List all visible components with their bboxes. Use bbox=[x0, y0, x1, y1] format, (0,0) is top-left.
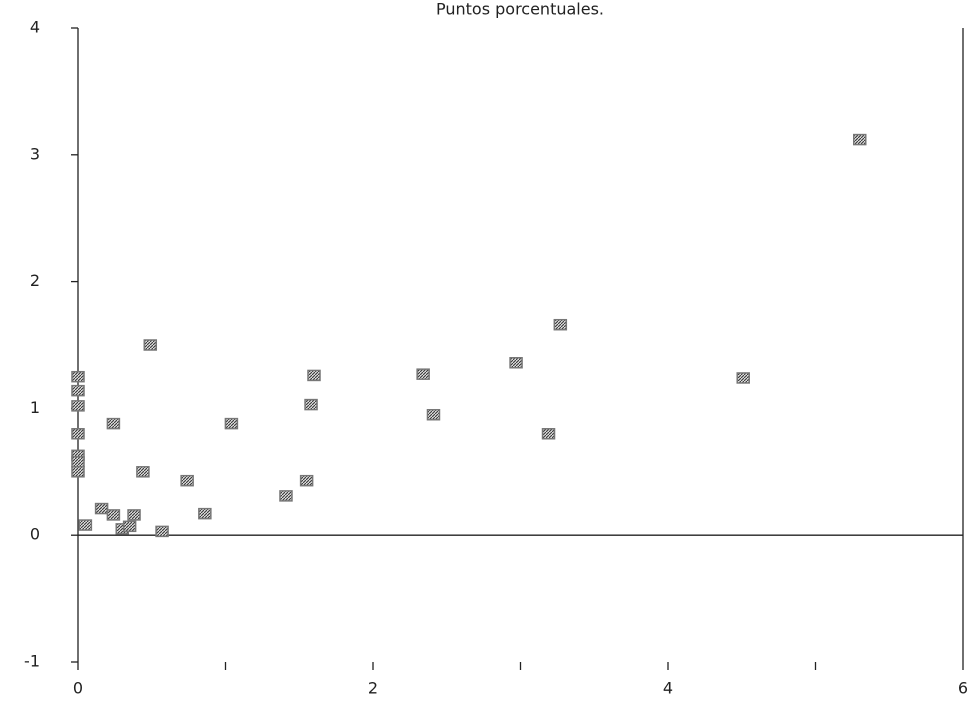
point bbox=[180, 474, 194, 487]
point bbox=[304, 398, 318, 411]
point bbox=[78, 519, 93, 531]
x-tick-label: 0 bbox=[73, 679, 83, 698]
x-tick-label: 4 bbox=[663, 679, 673, 698]
y-tick-label: -1 bbox=[24, 652, 40, 671]
point bbox=[136, 466, 150, 478]
point bbox=[509, 357, 523, 369]
point bbox=[106, 509, 121, 521]
y-tick-label: 3 bbox=[30, 144, 40, 163]
point bbox=[71, 370, 85, 383]
point bbox=[71, 466, 85, 478]
point bbox=[426, 408, 441, 421]
point bbox=[853, 133, 867, 146]
x-tick-label: 2 bbox=[368, 679, 378, 698]
y-tick-label: 1 bbox=[30, 398, 40, 417]
point bbox=[307, 369, 321, 382]
point bbox=[224, 417, 239, 430]
point bbox=[541, 428, 556, 440]
point bbox=[127, 509, 141, 521]
y-tick-label: 0 bbox=[30, 525, 40, 544]
point bbox=[106, 417, 121, 430]
point bbox=[279, 490, 293, 502]
point bbox=[198, 507, 212, 520]
point bbox=[94, 502, 109, 515]
point bbox=[553, 318, 568, 331]
point bbox=[71, 400, 85, 412]
x-tick-label: 6 bbox=[958, 679, 968, 698]
point bbox=[416, 368, 430, 380]
chart-title: Puntos porcentuales. bbox=[436, 0, 604, 19]
point bbox=[155, 525, 169, 538]
point bbox=[299, 474, 314, 487]
point bbox=[122, 520, 137, 533]
y-tick-label: 2 bbox=[30, 271, 40, 290]
point bbox=[143, 339, 158, 351]
point bbox=[71, 428, 85, 440]
point bbox=[71, 455, 85, 468]
y-tick-label: 4 bbox=[30, 18, 40, 37]
point bbox=[71, 384, 85, 397]
point bbox=[736, 372, 750, 384]
